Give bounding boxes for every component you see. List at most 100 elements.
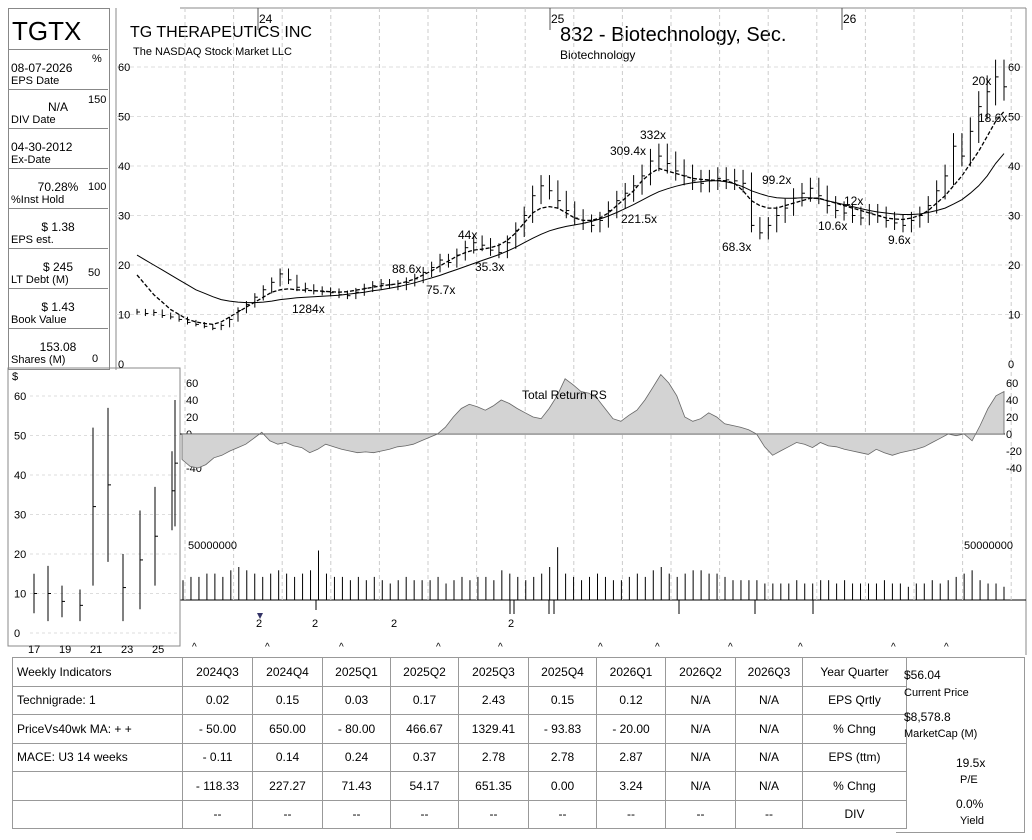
table-cell: 651.35 (458, 771, 529, 801)
price-summary-panel: $56.04 Current Price $8,578.8 MarketCap … (896, 657, 1025, 833)
table-cell: N/A (735, 742, 803, 772)
event-arrow-icon (257, 613, 263, 619)
inset-y-tick: 20 (14, 549, 26, 561)
table-cell: 0.15 (528, 685, 597, 715)
table-cell: 466.67 (390, 714, 459, 744)
ticker-symbol: TGTX (12, 16, 82, 46)
price-bars (136, 59, 1007, 331)
inset-frame (7, 367, 181, 647)
sidebar-eps-date: 08-07-2026 EPS Date (8, 49, 108, 90)
sidebar-value: 153.08 (39, 340, 77, 354)
year-label: 25 (551, 12, 565, 26)
rs-tick-right: 60 (1006, 378, 1018, 390)
inset-x-label: 17 (28, 644, 40, 655)
metric-label: % Chng (802, 771, 907, 801)
inset-y-tick: 60 (14, 391, 26, 403)
sector-title: 832 - Biotechnology, Sec. (560, 24, 787, 46)
event-mark: 2 (508, 618, 514, 630)
table-cell: -- (596, 799, 666, 829)
inset-x-axis: 17 19 21 23 25 (28, 644, 164, 655)
sidebar-value: $ 1.38 (41, 220, 75, 234)
caret-mark: ^ (339, 642, 344, 653)
table-cell: -- (252, 799, 323, 829)
table-cell: 2026Q3 (735, 657, 803, 687)
table-cell: 0.37 (390, 742, 459, 772)
metric-label: EPS (ttm) (802, 742, 907, 772)
pe-annotation: 20x (972, 74, 991, 88)
sidebar-book-value: $ 1.43 Book Value (8, 289, 108, 329)
table-header-row: Weekly Indicators 2024Q3 2024Q4 2025Q1 2025Q… (12, 657, 907, 687)
indicator-table: Weekly Indicators 2024Q3 2024Q4 2025Q1 2025Q… (12, 657, 907, 829)
volume-label-left: 50000000 (188, 540, 237, 552)
pe-ratio: 19.5x (956, 756, 986, 770)
rs-label: Total Return RS (522, 388, 607, 402)
market-cap: $8,578.8 (904, 710, 951, 724)
caret-mark: ^ (944, 642, 949, 653)
rs-tick-right: 0 (1006, 429, 1012, 441)
table-cell: -- (665, 799, 736, 829)
exchange-name: The NASDAQ Stock Market LLC (133, 46, 292, 58)
table-cell: 1329.41 (458, 714, 529, 744)
pe-annotation: 44x (458, 228, 477, 242)
price-tick-left: 0 (118, 359, 124, 371)
price-tick-left: 10 (118, 310, 130, 322)
inset-unit: $ (12, 371, 18, 383)
table-cell: 0.17 (390, 685, 459, 715)
inset-x-label: 21 (90, 644, 102, 655)
price-tick-left: 50 (118, 112, 130, 124)
table-cell: - 50.00 (182, 714, 253, 744)
industry-name: Biotechnology (560, 48, 636, 62)
rs-tick-right: -40 (1006, 463, 1022, 475)
pct-unit: % (92, 53, 102, 65)
vertical-gridlines (184, 8, 1012, 600)
price-tick-left: 60 (118, 62, 130, 74)
table-cell: 0.03 (322, 685, 391, 715)
table-cell: - 93.83 (528, 714, 597, 744)
caret-mark: ^ (891, 642, 896, 653)
caret-mark: ^ (498, 642, 503, 653)
inset-y-tick: 30 (14, 510, 26, 522)
pct-tick: 0 (92, 353, 98, 365)
metric-label: % Chng (802, 714, 907, 744)
pe-ratio-label: P/E (960, 774, 978, 786)
table-cell: 0.14 (252, 742, 323, 772)
price-axis-right: 60 50 40 30 20 10 0 (1008, 62, 1020, 371)
table-cell: 2024Q3 (182, 657, 253, 687)
current-price: $56.04 (904, 668, 941, 682)
price-tick-left: 30 (118, 211, 130, 223)
table-cell: 2.87 (596, 742, 666, 772)
year-dividers (257, 8, 843, 30)
current-price-label: Current Price (904, 687, 969, 699)
table-cell: 650.00 (252, 714, 323, 744)
inset-x-label: 23 (121, 644, 133, 655)
pe-annotation: 1284x (292, 302, 325, 316)
table-cell: 2.43 (458, 685, 529, 715)
year-label: 26 (843, 12, 857, 26)
caret-mark: ^ (436, 642, 441, 653)
sidebar-lt-debt: $ 245 LT Debt (M) (8, 249, 108, 289)
pct-tick: 150 (88, 94, 106, 106)
table-cell: 0.12 (596, 685, 666, 715)
sidebar-value: 04-30-2012 (11, 140, 73, 154)
pe-annotation: 75.7x (426, 283, 455, 297)
table-cell: N/A (665, 685, 736, 715)
sidebar-eps-est: $ 1.38 EPS est. (8, 209, 108, 249)
table-cell: 2.78 (528, 742, 597, 772)
metric-label: Year Quarter (802, 657, 907, 687)
table-row: PriceVs40wk MA: + + - 50.00 650.00- 80.00 4… (12, 714, 907, 744)
pe-annotation: 332x (640, 128, 666, 142)
inset-y-axis: 60 50 40 30 20 10 0 (14, 391, 26, 640)
metric-label: EPS Qrtly (802, 685, 907, 715)
table-cell: 71.43 (322, 771, 391, 801)
sidebar-ex-date: 04-30-2012 Ex-Date (8, 129, 108, 169)
row-label (12, 799, 183, 829)
table-cell: 2025Q1 (322, 657, 391, 687)
sidebar-label: Book Value (11, 314, 67, 326)
sidebar-div-date: N/A DIV Date (8, 89, 108, 129)
sidebar-label: DIV Date (11, 114, 56, 126)
table-cell: - 20.00 (596, 714, 666, 744)
table-cell: 0.24 (322, 742, 391, 772)
table-cell: -- (458, 799, 529, 829)
table-cell: N/A (735, 771, 803, 801)
rs-tick-left: 20 (186, 412, 198, 424)
